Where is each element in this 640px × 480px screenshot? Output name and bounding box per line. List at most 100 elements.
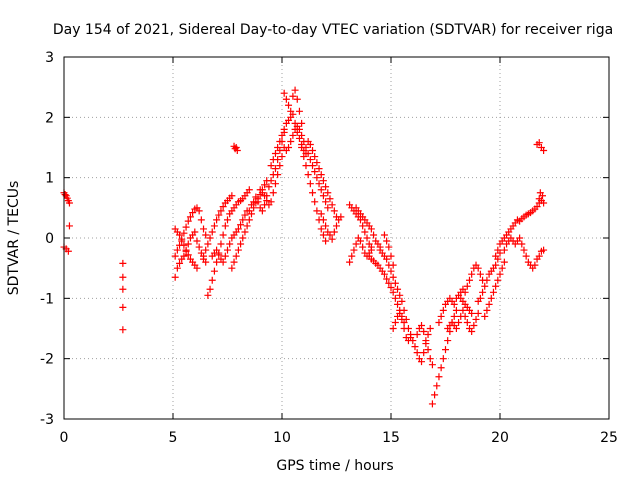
data-point [298, 131, 306, 139]
data-point [202, 246, 210, 254]
data-point [315, 180, 323, 188]
data-point [219, 258, 227, 266]
data-point [239, 216, 247, 224]
data-point [306, 180, 314, 188]
data-point [361, 228, 369, 236]
data-point [500, 258, 508, 266]
data-point [520, 246, 528, 254]
data-point [298, 119, 306, 127]
data-point [322, 183, 330, 191]
data-point [245, 207, 253, 215]
y-tick-label: -2 [40, 352, 54, 368]
data-point [302, 162, 310, 170]
axis-ticks [63, 56, 610, 420]
data-point [428, 400, 436, 408]
data-point [204, 291, 212, 299]
data-point [461, 312, 469, 320]
data-point [492, 282, 500, 290]
data-point [258, 207, 266, 215]
data-point [535, 252, 543, 260]
data-point [64, 247, 72, 255]
y-tick-label: 0 [45, 231, 54, 247]
data-point [391, 318, 399, 326]
data-point [263, 197, 271, 205]
data-point [385, 243, 393, 251]
x-tick-label: 0 [60, 430, 69, 446]
data-point [219, 203, 227, 211]
data-point [195, 207, 203, 215]
data-point [213, 216, 221, 224]
data-point [461, 288, 469, 296]
data-point [483, 276, 491, 284]
data-point [241, 228, 249, 236]
data-point [485, 300, 493, 308]
data-point [228, 192, 236, 200]
data-point [356, 237, 364, 245]
data-point [319, 192, 327, 200]
data-point [394, 300, 402, 308]
data-point [319, 216, 327, 224]
data-point [324, 189, 332, 197]
data-point [224, 246, 231, 254]
data-point [233, 147, 241, 155]
data-point [479, 288, 487, 296]
data-point [396, 291, 404, 299]
data-point [304, 150, 312, 158]
data-point [455, 318, 463, 326]
data-point [234, 225, 242, 233]
y-tick-label: 2 [45, 110, 54, 126]
data-point [540, 246, 548, 254]
data-point [289, 131, 297, 139]
data-point [311, 198, 319, 206]
data-point [280, 89, 288, 97]
grid-lines [64, 57, 609, 419]
data-point [65, 222, 73, 230]
data-point [306, 156, 314, 164]
data-point [540, 199, 548, 207]
chart-title: Day 154 of 2021, Sidereal Day-to-day VTE… [53, 22, 613, 38]
data-point [226, 240, 234, 248]
data-point [317, 186, 325, 194]
data-point [385, 279, 393, 287]
data-point [182, 246, 190, 254]
data-point [173, 264, 181, 272]
y-axis-label: SDTVAR / TECUs [6, 181, 22, 296]
data-point [498, 264, 506, 272]
data-point [424, 346, 432, 354]
data-point [326, 231, 334, 239]
data-point [202, 258, 210, 266]
data-point [197, 216, 205, 224]
data-point [245, 216, 253, 224]
data-point [234, 246, 242, 254]
data-point [276, 137, 284, 145]
data-point [435, 373, 443, 381]
data-point [200, 252, 208, 260]
data-point [383, 255, 391, 263]
data-point [224, 216, 231, 224]
data-point [387, 283, 395, 291]
data-point [389, 288, 397, 296]
data-point [189, 209, 197, 217]
data-point [322, 198, 330, 206]
data-point [213, 246, 221, 254]
data-point [300, 153, 308, 161]
data-point [173, 246, 181, 254]
data-point [171, 252, 179, 260]
data-point [311, 168, 319, 176]
data-point [370, 231, 378, 239]
data-point [239, 234, 247, 242]
data-point [476, 270, 484, 278]
data-point [383, 275, 391, 283]
data-point [459, 306, 467, 314]
data-point [337, 213, 345, 221]
data-point [380, 231, 388, 239]
data-point [420, 328, 428, 336]
data-point [309, 189, 317, 197]
data-point [319, 231, 327, 239]
data-point [202, 231, 210, 239]
data-point [176, 259, 184, 267]
data-point [232, 252, 240, 260]
data-point [442, 346, 449, 354]
data-point [309, 147, 317, 155]
